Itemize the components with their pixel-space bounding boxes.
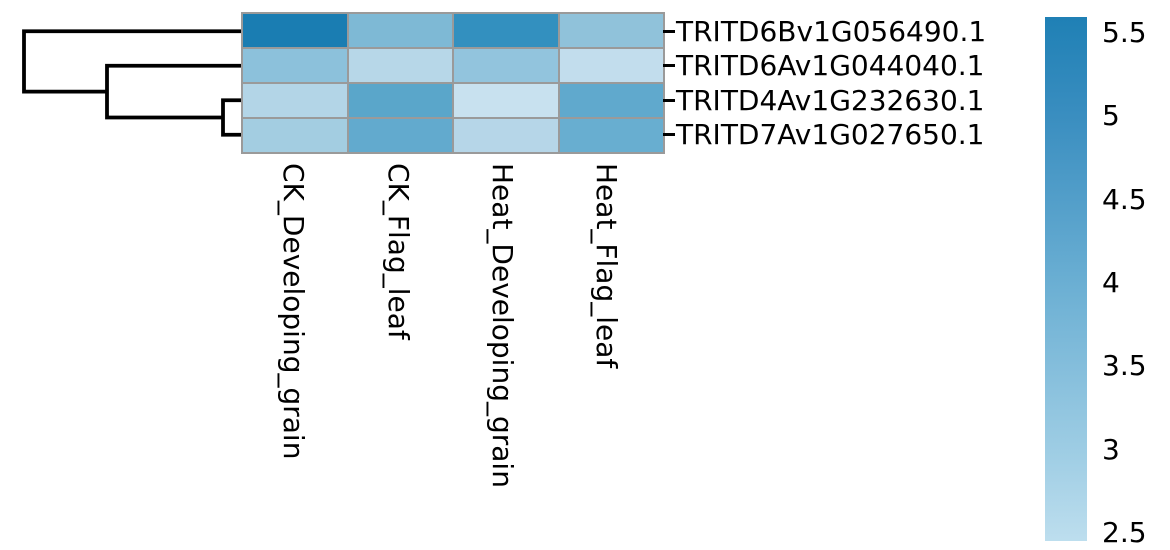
heatmap-cell xyxy=(243,14,347,47)
heatmap-cell xyxy=(243,49,347,82)
row-label: TRITD6Av1G044040.1 xyxy=(676,49,985,83)
heatmap-cell xyxy=(243,84,347,117)
colorbar-tick-label: 5 xyxy=(1102,99,1120,132)
colorbar-tick-label: 5.5 xyxy=(1102,16,1147,49)
heatmap-cell xyxy=(348,84,452,117)
colorbar-tick-label: 3.5 xyxy=(1102,349,1147,382)
heatmap-cell xyxy=(454,84,558,117)
heatmap-cell xyxy=(559,49,663,82)
col-label: CK_Flag_leaf xyxy=(382,163,415,340)
row-label: TRITD6Bv1G056490.1 xyxy=(676,14,987,48)
heatmap-cell xyxy=(348,119,452,152)
heatmap-cell xyxy=(559,119,663,152)
col-label: Heat_Developing_grain xyxy=(486,163,519,488)
heatmap-cell xyxy=(454,14,558,47)
colorbar-tick-label: 4 xyxy=(1102,266,1120,299)
heatmap-cell xyxy=(243,119,347,152)
col-label: Heat_Flag_leaf xyxy=(590,163,623,369)
col-label: CK_Developing_grain xyxy=(277,163,310,460)
row-tick xyxy=(663,98,675,102)
dendrogram-link xyxy=(22,29,243,94)
dendrogram-link xyxy=(221,98,243,137)
heatmap-cell xyxy=(348,14,452,47)
heatmap-cell xyxy=(559,14,663,47)
heatmap-cell xyxy=(559,84,663,117)
colorbar-tick-label: 4.5 xyxy=(1102,183,1147,216)
heatmap-cell xyxy=(454,119,558,152)
row-tick xyxy=(663,64,675,68)
colorbar-gradient xyxy=(1045,17,1087,541)
row-label: TRITD4Av1G232630.1 xyxy=(676,83,985,117)
row-tick xyxy=(663,133,675,137)
heatmap-cell xyxy=(348,49,452,82)
row-tick xyxy=(663,29,675,33)
heatmap-cell xyxy=(454,49,558,82)
row-label: TRITD7Av1G027650.1 xyxy=(676,118,985,152)
colorbar-tick-label: 3 xyxy=(1102,433,1120,466)
colorbar-tick-label: 2.5 xyxy=(1102,516,1147,549)
heatmap-grid xyxy=(241,12,665,154)
